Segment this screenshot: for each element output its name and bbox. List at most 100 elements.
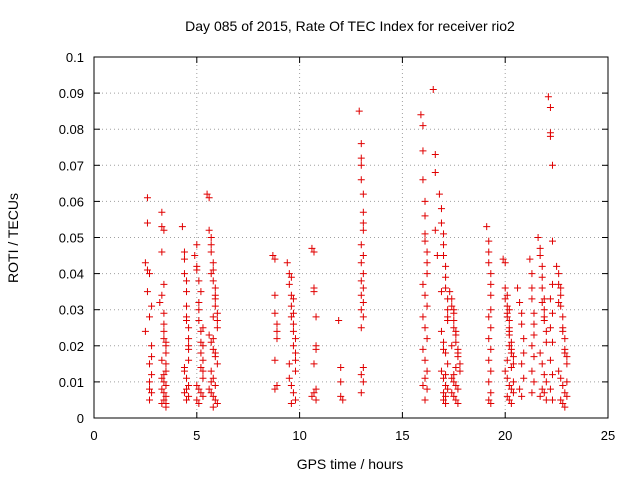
data-point [448, 374, 456, 382]
data-point [442, 392, 450, 400]
data-point [555, 280, 563, 288]
data-point [485, 248, 493, 256]
data-point [450, 317, 458, 325]
data-point [538, 284, 546, 292]
data-point [156, 298, 164, 306]
data-point [195, 298, 203, 306]
data-point [452, 327, 460, 335]
data-point [211, 382, 219, 390]
data-point [146, 360, 154, 368]
data-point [540, 389, 548, 397]
data-point [503, 356, 511, 364]
data-point [501, 259, 509, 267]
data-point [148, 302, 156, 310]
data-point [289, 327, 297, 335]
data-point [487, 291, 495, 299]
data-point [273, 335, 281, 343]
data-point [211, 396, 219, 404]
data-point [207, 241, 215, 249]
data-point [417, 111, 425, 119]
data-point [312, 385, 320, 393]
data-point [160, 226, 168, 234]
data-point [555, 367, 563, 375]
data-point [162, 403, 170, 411]
data-point [514, 284, 522, 292]
data-point [359, 190, 367, 198]
data-point [509, 378, 517, 386]
y-tick-label: 0.05 [59, 231, 84, 246]
data-point [357, 161, 365, 169]
data-point [308, 392, 316, 400]
data-point [542, 338, 550, 346]
data-point [423, 259, 431, 267]
data-point [442, 371, 450, 379]
data-point [540, 295, 548, 303]
data-point [312, 396, 320, 404]
data-point [516, 385, 524, 393]
data-point [359, 219, 367, 227]
data-point [421, 324, 429, 332]
data-point [450, 324, 458, 332]
data-point [536, 252, 544, 260]
data-point [423, 248, 431, 256]
data-point [185, 335, 193, 343]
data-point [421, 374, 429, 382]
data-point [160, 280, 168, 288]
data-point [442, 284, 450, 292]
axes: 0 5 10 15 20 25 0 0.01 0.02 0.03 0.04 0.05 0.06 0.07 0… [59, 50, 616, 443]
data-point [503, 302, 511, 310]
data-point [421, 197, 429, 205]
grid-lines [94, 57, 608, 418]
data-point [440, 396, 448, 404]
data-point [271, 356, 279, 364]
data-point [555, 298, 563, 306]
data-point [197, 327, 205, 335]
data-point [193, 382, 201, 390]
data-point [357, 371, 365, 379]
data-point [291, 349, 299, 357]
data-point [195, 400, 203, 408]
data-point [442, 273, 450, 281]
data-point [485, 259, 493, 267]
data-point [180, 255, 188, 263]
data-point [442, 382, 450, 390]
data-point [158, 385, 166, 393]
data-point [289, 295, 297, 303]
data-point [213, 309, 221, 317]
data-point [448, 342, 456, 350]
data-point [456, 367, 464, 375]
data-point [559, 313, 567, 321]
data-point [183, 277, 191, 285]
data-point [442, 349, 450, 357]
data-point [557, 302, 565, 310]
data-point [518, 360, 526, 368]
data-point [485, 378, 493, 386]
data-point [312, 345, 320, 353]
data-point [357, 140, 365, 148]
data-point [357, 259, 365, 267]
data-point [287, 313, 295, 321]
data-point [183, 374, 191, 382]
data-point [437, 288, 445, 296]
data-point [431, 226, 439, 234]
data-point [546, 104, 554, 112]
x-tick-label: 20 [498, 428, 512, 443]
data-point [542, 378, 550, 386]
data-point [538, 298, 546, 306]
data-point [505, 382, 513, 390]
y-tick-label: 0.03 [59, 303, 84, 318]
x-tick-label: 10 [292, 428, 306, 443]
data-point [528, 342, 536, 350]
data-point [536, 392, 544, 400]
data-point [209, 345, 217, 353]
data-point [487, 389, 495, 397]
data-point [507, 338, 515, 346]
data-point [503, 374, 511, 382]
data-point [160, 396, 168, 404]
data-point [283, 259, 291, 267]
data-point [335, 317, 343, 325]
data-point [271, 291, 279, 299]
data-point [503, 392, 511, 400]
data-point [359, 226, 367, 234]
data-point [199, 324, 207, 332]
